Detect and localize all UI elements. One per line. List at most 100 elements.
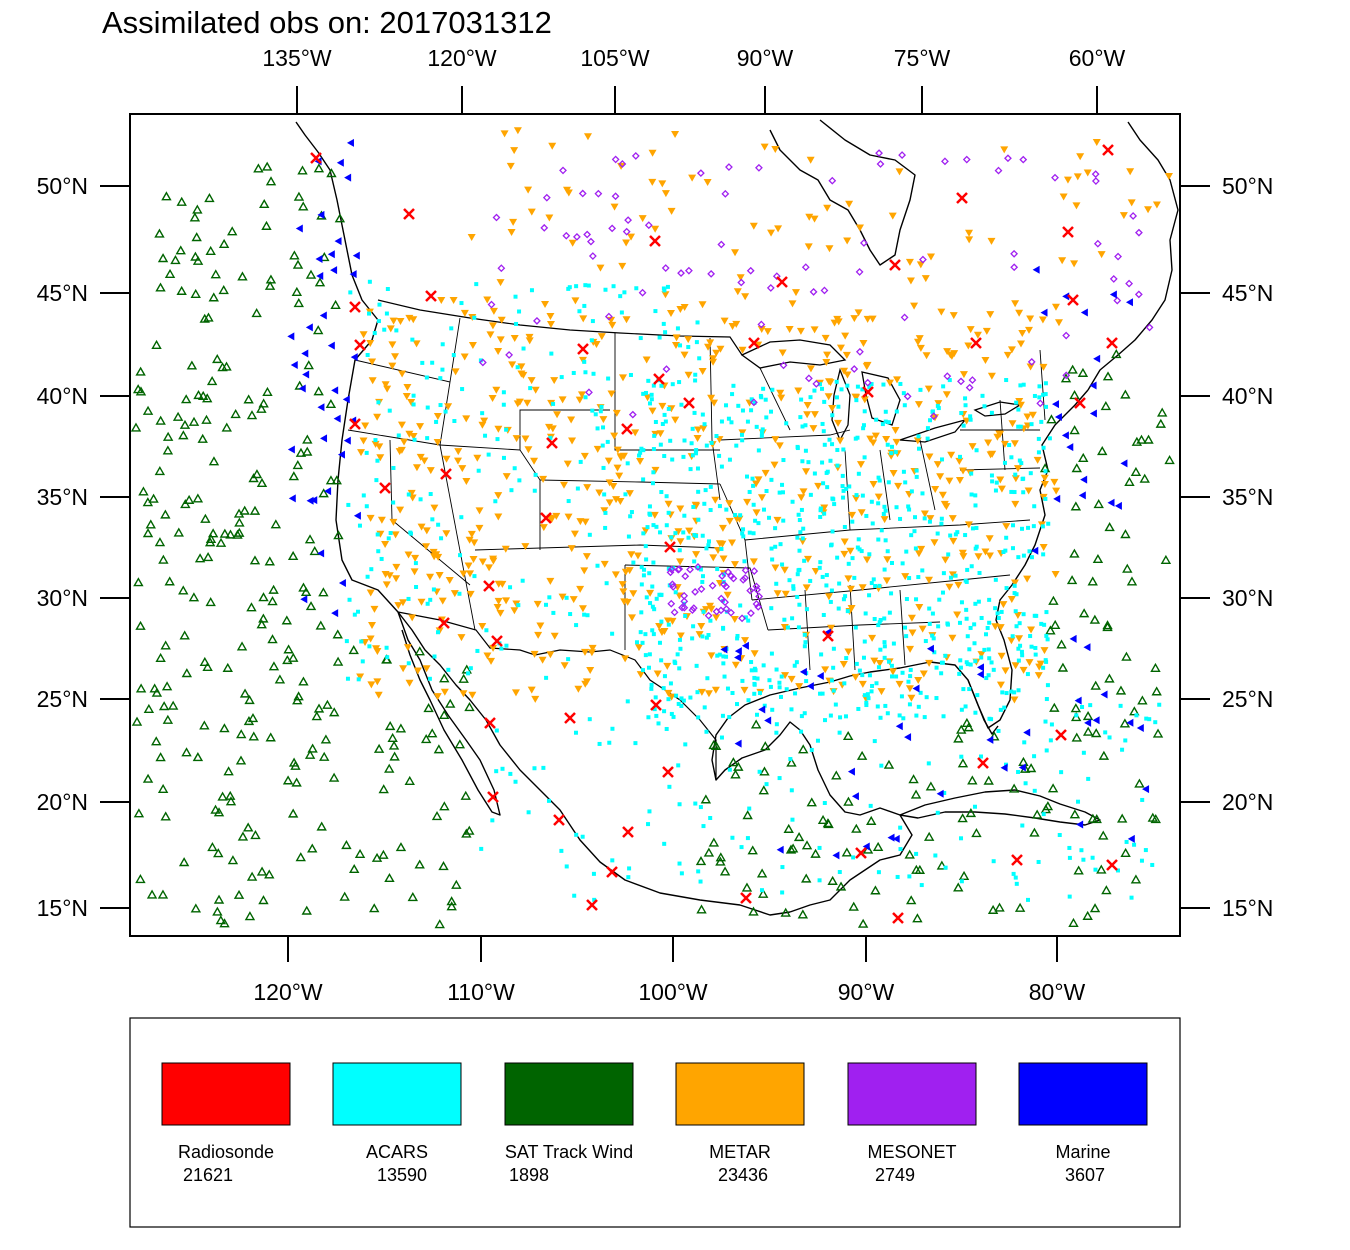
marine-marker — [1053, 494, 1061, 503]
marine-marker — [986, 735, 994, 744]
metar-marker — [403, 644, 412, 652]
radiosonde-marker — [1102, 144, 1114, 156]
radiosonde-marker — [622, 826, 634, 838]
metar-marker — [920, 510, 929, 518]
acars-marker — [946, 552, 951, 557]
acars-marker — [968, 417, 973, 422]
acars-marker — [659, 593, 664, 598]
marine-marker — [317, 549, 325, 558]
radiosonde-marker — [483, 580, 495, 592]
metar-marker — [494, 492, 503, 500]
metar-marker — [921, 275, 930, 283]
sat-track-wind-marker — [446, 896, 457, 906]
metar-marker — [371, 440, 380, 448]
metar-marker — [525, 333, 534, 341]
acars-marker — [607, 740, 612, 745]
metar-marker — [945, 583, 954, 591]
metar-marker — [578, 605, 587, 613]
acars-marker — [486, 452, 491, 457]
sat-track-wind-marker — [1102, 371, 1114, 381]
mesonet-marker — [594, 189, 603, 198]
acars-marker — [583, 283, 588, 288]
marine-marker — [337, 450, 345, 459]
acars-marker — [930, 611, 935, 616]
acars-marker — [844, 656, 849, 661]
acars-marker — [763, 397, 768, 402]
acars-marker — [887, 610, 892, 615]
acars-marker — [1029, 422, 1034, 427]
sat-track-wind-marker — [1087, 576, 1098, 586]
acars-marker — [828, 599, 833, 604]
acars-marker — [626, 875, 631, 880]
metar-marker — [648, 149, 657, 157]
metar-marker — [617, 454, 626, 462]
sat-track-wind-marker — [318, 587, 329, 597]
radiosonde-marker — [683, 397, 695, 409]
acars-marker — [1018, 424, 1023, 429]
metar-marker — [985, 552, 994, 560]
mesonet-marker — [766, 283, 775, 292]
acars-marker — [700, 574, 705, 579]
marine-marker — [1069, 634, 1077, 643]
acars-marker — [804, 607, 809, 612]
acars-marker — [641, 391, 646, 396]
sat-track-wind-marker — [259, 198, 270, 209]
acars-marker — [1046, 521, 1051, 526]
sat-track-wind-marker — [180, 394, 192, 404]
acars-marker — [357, 523, 362, 528]
marine-marker — [315, 254, 323, 263]
acars-marker — [1045, 637, 1050, 642]
acars-marker — [668, 681, 673, 686]
metar-marker — [416, 453, 425, 461]
sat-track-wind-marker — [1077, 367, 1089, 377]
sat-track-wind-marker — [842, 730, 854, 741]
acars-marker — [587, 717, 592, 722]
acars-marker — [777, 776, 782, 781]
legend-swatch — [161, 1062, 291, 1126]
metar-marker — [581, 518, 590, 526]
acars-marker — [925, 436, 930, 441]
mesonet-marker — [587, 237, 595, 246]
radiosonde-marker — [621, 423, 633, 435]
sat-track-wind-marker — [158, 554, 169, 564]
metar-marker — [422, 527, 431, 535]
acars-marker — [515, 365, 520, 370]
acars-marker — [677, 666, 682, 671]
acars-marker — [577, 309, 582, 314]
sat-track-wind-marker — [328, 772, 340, 782]
metar-marker — [725, 517, 734, 525]
acars-marker — [643, 632, 648, 637]
radiosonde-marker — [956, 192, 968, 204]
state-line — [449, 317, 461, 383]
metar-marker — [733, 288, 742, 296]
metar-marker — [459, 570, 468, 578]
mesonet-marker — [585, 388, 593, 397]
acars-marker — [1153, 720, 1158, 725]
metar-marker — [1152, 201, 1161, 209]
acars-marker — [460, 387, 465, 392]
metar-marker — [512, 435, 521, 443]
acars-marker — [818, 514, 823, 519]
sat-track-wind-marker — [334, 213, 346, 223]
acars-marker — [591, 871, 596, 876]
sat-track-wind-marker — [1049, 702, 1060, 712]
metar-marker — [416, 423, 425, 431]
sat-track-wind-marker — [262, 386, 273, 397]
acars-marker — [842, 524, 847, 529]
sat-track-wind-marker — [221, 422, 232, 432]
acars-marker — [425, 436, 430, 441]
acars-marker — [883, 508, 888, 513]
acars-marker — [1033, 645, 1038, 650]
acars-marker — [641, 573, 646, 578]
sat-track-wind-marker — [384, 763, 395, 773]
acars-marker — [639, 610, 644, 615]
sat-track-wind-marker — [733, 761, 744, 771]
metar-marker — [593, 445, 602, 453]
top-ticks — [296, 86, 1098, 114]
metar-marker — [999, 601, 1008, 609]
mesonet-marker — [724, 568, 732, 576]
acars-marker — [367, 279, 372, 284]
sat-track-wind-marker — [249, 555, 261, 565]
metar-marker — [847, 604, 856, 612]
acars-marker — [818, 506, 823, 511]
